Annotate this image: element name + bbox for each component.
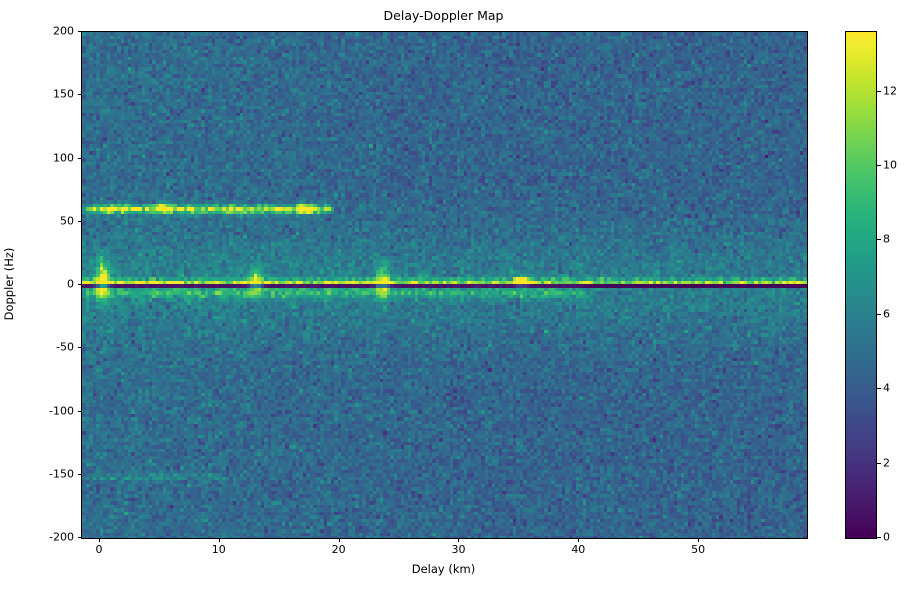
y-tick-mark <box>77 31 81 32</box>
y-tick-mark <box>77 157 81 159</box>
x-tick-label: 10 <box>211 543 226 556</box>
colorbar-tick-label: 6 <box>883 307 890 321</box>
colorbar-tick-label: 0 <box>883 530 890 544</box>
colorbar-tick-label: 8 <box>883 232 890 246</box>
y-tick-label: 0 <box>67 277 74 291</box>
x-tick-mark <box>578 538 580 542</box>
colorbar-tick-mark <box>877 462 881 464</box>
y-tick-mark <box>77 284 81 285</box>
colorbar-tick-mark <box>877 313 881 315</box>
colorbar[interactable] <box>845 31 877 539</box>
x-tick-mark <box>218 538 220 542</box>
colorbar-tick-label: 12 <box>883 84 897 98</box>
y-tick-label: -100 <box>49 404 74 417</box>
heatmap-plot-area[interactable] <box>81 31 808 539</box>
x-tick-label: 20 <box>331 543 346 556</box>
y-tick-mark <box>77 94 81 96</box>
y-tick-mark <box>77 220 81 222</box>
delay-doppler-heatmap-canvas <box>82 32 807 538</box>
colorbar-tick-label: 2 <box>883 456 890 470</box>
colorbar-tick-label: 4 <box>883 381 890 395</box>
colorbar-tick-mark <box>877 164 881 166</box>
colorbar-gradient-canvas <box>846 32 876 538</box>
colorbar-tick-label: 10 <box>883 158 897 172</box>
y-tick-label: -150 <box>49 467 74 481</box>
y-tick-mark <box>77 473 81 475</box>
y-axis-label: Doppler (Hz) <box>2 247 16 321</box>
y-tick-label: 100 <box>53 151 74 164</box>
colorbar-tick-mark <box>877 388 881 390</box>
y-tick-label: 150 <box>53 87 74 101</box>
x-axis-label: Delay (km) <box>411 562 476 576</box>
x-tick-mark <box>698 538 700 542</box>
x-tick-mark <box>458 538 460 542</box>
x-tick-mark <box>338 538 340 542</box>
y-tick-mark <box>77 537 81 538</box>
colorbar-tick-mark <box>877 239 881 241</box>
colorbar-tick-mark <box>877 90 881 92</box>
y-tick-mark <box>77 410 81 412</box>
y-tick-label: 200 <box>53 24 74 38</box>
y-tick-label: 50 <box>60 214 74 228</box>
y-tick-label: -200 <box>49 530 74 544</box>
x-tick-label: 0 <box>95 543 103 556</box>
x-tick-label: 40 <box>571 543 586 556</box>
colorbar-tick-mark <box>877 537 881 538</box>
x-tick-mark <box>98 538 100 542</box>
x-tick-label: 30 <box>451 543 466 556</box>
y-tick-label: -50 <box>56 340 74 354</box>
page-title: Delay-Doppler Map <box>383 8 504 23</box>
x-tick-label: 50 <box>691 543 706 556</box>
y-tick-mark <box>77 347 81 349</box>
